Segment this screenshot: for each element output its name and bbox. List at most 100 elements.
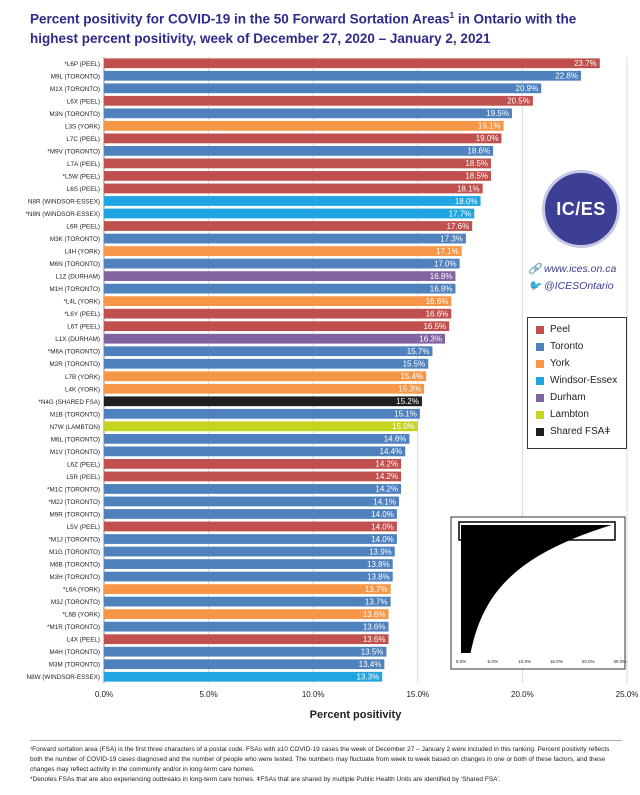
bar bbox=[104, 196, 481, 206]
category-label: *L6A (YORK) bbox=[63, 587, 100, 594]
data-label: 18.5% bbox=[465, 159, 488, 168]
bar bbox=[104, 233, 466, 244]
category-label: L6X (PEEL) bbox=[67, 98, 100, 105]
bar bbox=[104, 509, 397, 519]
data-label: 14.0% bbox=[371, 535, 394, 544]
data-label: 13.8% bbox=[367, 560, 390, 569]
inset-tick-label: 0.0% bbox=[456, 659, 466, 664]
data-label: 13.9% bbox=[369, 547, 392, 556]
data-label: 14.4% bbox=[380, 447, 403, 456]
data-label: 22.8% bbox=[555, 72, 578, 81]
data-label: 17.6% bbox=[447, 222, 470, 231]
data-label: 19.0% bbox=[476, 134, 499, 143]
bar bbox=[104, 634, 389, 645]
category-label: L1X (DURHAM) bbox=[55, 336, 100, 343]
category-label: *N8N (WINDSOR-ESSEX) bbox=[25, 211, 100, 218]
category-label: M1H (TORONTO) bbox=[50, 286, 101, 293]
data-label: 13.4% bbox=[359, 660, 382, 669]
bar bbox=[104, 446, 406, 457]
bar bbox=[104, 271, 456, 281]
data-label: 14.2% bbox=[375, 472, 398, 481]
data-label: 19.5% bbox=[486, 109, 509, 118]
ices-logo: IC/ES bbox=[542, 170, 620, 248]
legend-label: Durham bbox=[550, 392, 586, 403]
category-label: L4X (PEEL) bbox=[67, 637, 100, 644]
category-label: *M1J (TORONTO) bbox=[48, 537, 100, 544]
twitter-text: @ICESOntario bbox=[544, 280, 614, 292]
category-label: L4H (YORK) bbox=[65, 249, 100, 256]
inset-tick-label: 25.0% bbox=[613, 659, 626, 664]
data-label: 18.0% bbox=[455, 197, 478, 206]
data-label: 13.6% bbox=[363, 635, 386, 644]
data-label: 14.0% bbox=[371, 522, 394, 531]
bar bbox=[104, 133, 502, 144]
category-label: *L6P (PEEL) bbox=[64, 61, 100, 68]
category-label: *M6A (TORONTO) bbox=[48, 349, 100, 356]
bar bbox=[104, 158, 492, 169]
legend: Peel Toronto York Windsor-Essex Durham L… bbox=[527, 317, 627, 449]
data-label: 14.6% bbox=[384, 435, 407, 444]
data-label: 17.3% bbox=[440, 234, 463, 243]
data-label: 15.2% bbox=[396, 397, 419, 406]
data-label: 14.2% bbox=[375, 460, 398, 469]
bar bbox=[104, 396, 422, 407]
bar bbox=[104, 521, 397, 532]
x-tick-label: 15.0% bbox=[406, 690, 429, 699]
data-label: 13.7% bbox=[365, 585, 388, 594]
bar bbox=[104, 95, 533, 106]
data-label: 16.3% bbox=[419, 335, 442, 344]
footnotes: ¹Forward sortation area (FSA) is the fir… bbox=[30, 740, 622, 785]
category-label: *L4L (YORK) bbox=[63, 299, 100, 306]
category-label: M3K (TORONTO) bbox=[50, 236, 100, 243]
category-label: M3N (TORONTO) bbox=[50, 111, 101, 118]
category-label: *L5W (PEEL) bbox=[63, 173, 100, 180]
data-label: 18.1% bbox=[457, 184, 480, 193]
bar bbox=[104, 283, 456, 294]
data-label: 20.5% bbox=[507, 97, 530, 106]
category-label: M1B (TORONTO) bbox=[50, 411, 100, 418]
bar bbox=[104, 659, 385, 670]
twitter-link[interactable]: 🐦 @ICESOntario bbox=[528, 279, 614, 292]
bar bbox=[104, 120, 504, 131]
legend-item-shared-fsa: Shared FSAǂ bbox=[536, 426, 610, 437]
legend-item-lambton: Lambton bbox=[536, 409, 589, 420]
inset-distribution bbox=[461, 525, 612, 653]
category-label: M1G (TORONTO) bbox=[49, 549, 100, 556]
legend-item-york: York bbox=[536, 358, 570, 369]
footnote-1: ¹Forward sortation area (FSA) is the fir… bbox=[30, 746, 610, 773]
bar bbox=[104, 671, 383, 682]
page-title: Percent positivity for COVID-19 in the 5… bbox=[30, 6, 620, 48]
bar bbox=[104, 421, 418, 432]
bar bbox=[104, 459, 402, 469]
legend-label: York bbox=[550, 358, 570, 369]
data-label: 13.3% bbox=[357, 673, 380, 682]
bar bbox=[104, 70, 581, 81]
title-rest: in Ontario with the highest percent posi… bbox=[30, 11, 577, 46]
bar bbox=[104, 571, 393, 582]
bar bbox=[104, 183, 483, 194]
x-tick-label: 0.0% bbox=[95, 690, 113, 699]
bar bbox=[104, 296, 452, 307]
category-label: L6T (PEEL) bbox=[67, 324, 100, 331]
data-label: 14.1% bbox=[373, 497, 396, 506]
category-label: M3H (TORONTO) bbox=[50, 574, 101, 581]
data-label: 16.5% bbox=[423, 322, 446, 331]
twitter-icon: 🐦 bbox=[528, 280, 544, 292]
footnote-2: *Denotes FSAs that are also experiencing… bbox=[30, 776, 501, 783]
data-label: 15.5% bbox=[403, 360, 426, 369]
link-icon: 🔗 bbox=[528, 263, 544, 275]
bar bbox=[104, 584, 391, 594]
bar bbox=[104, 596, 391, 607]
bar bbox=[104, 108, 512, 119]
legend-swatch bbox=[536, 359, 544, 368]
data-label: 15.0% bbox=[392, 422, 415, 431]
x-tick-label: 20.0% bbox=[511, 690, 534, 699]
website-link[interactable]: 🔗 www.ices.on.ca bbox=[528, 262, 616, 275]
bar bbox=[104, 646, 387, 657]
data-label: 14.2% bbox=[375, 485, 398, 494]
category-label: L7C (PEEL) bbox=[66, 136, 100, 143]
bar bbox=[104, 171, 492, 181]
category-label: N8R (WINDSOR-ESSEX) bbox=[28, 198, 100, 205]
data-label: 19.1% bbox=[478, 122, 501, 131]
category-label: M2R (TORONTO) bbox=[50, 361, 101, 368]
